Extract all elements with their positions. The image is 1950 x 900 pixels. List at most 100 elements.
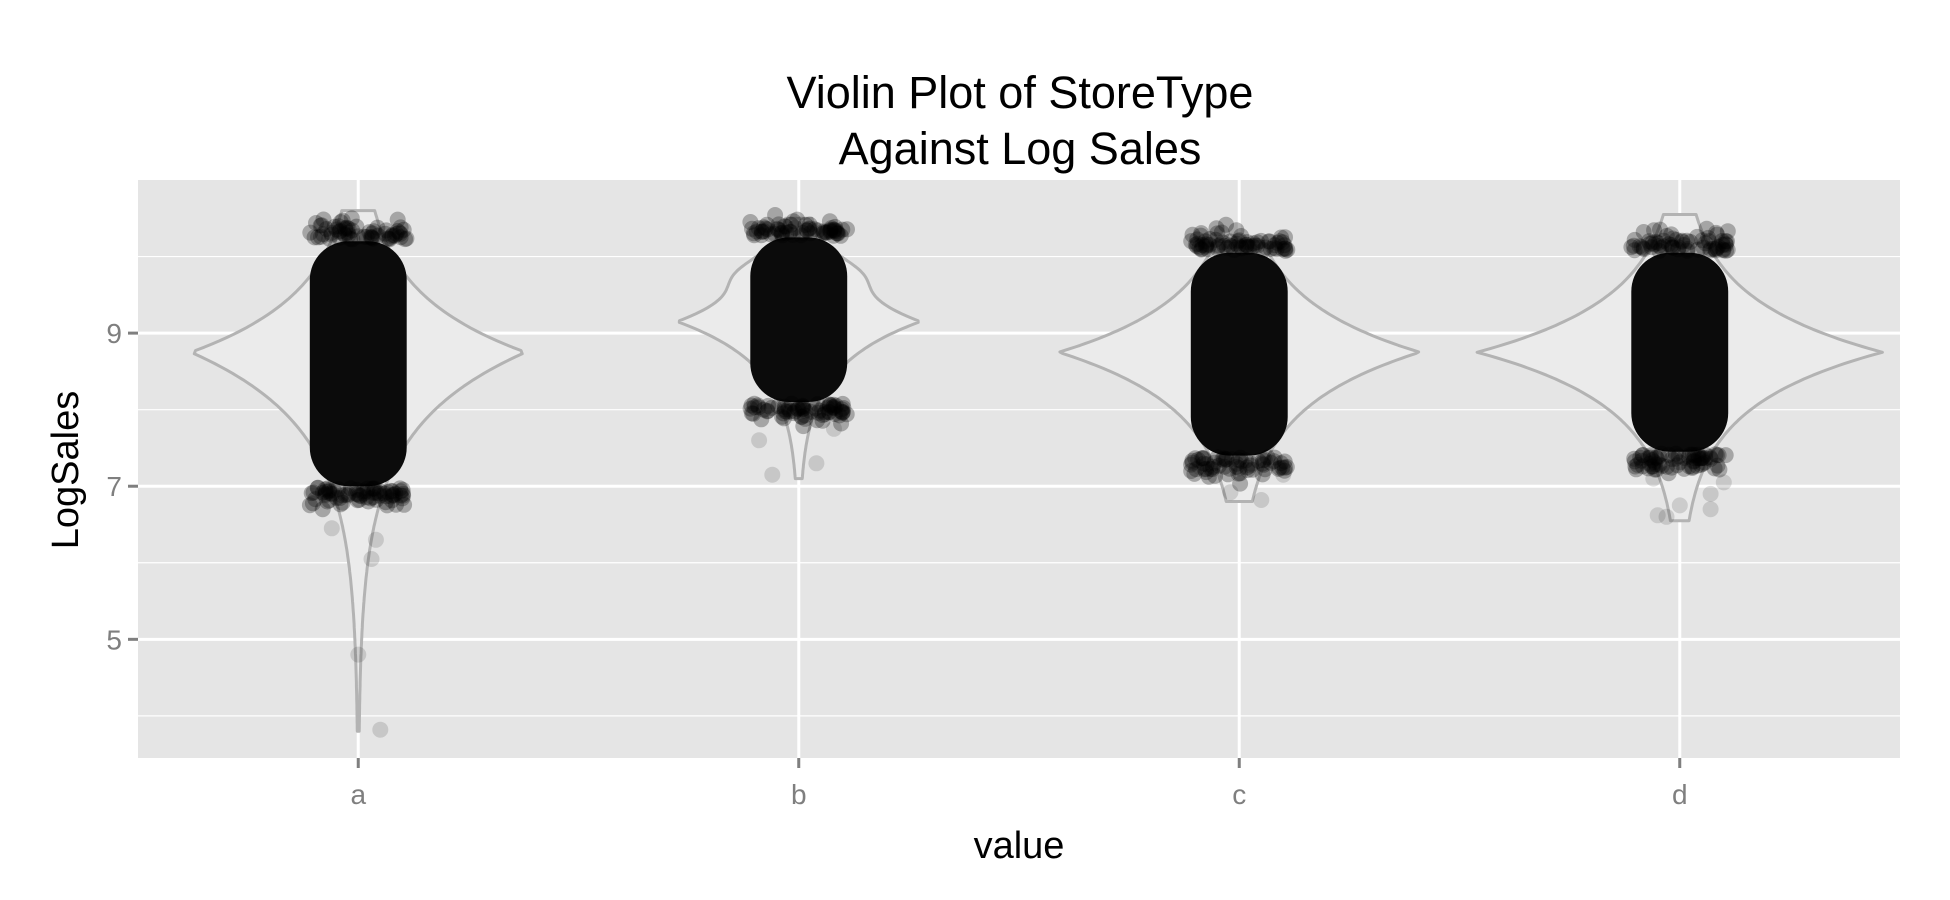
- point-d: [1640, 460, 1657, 477]
- point-c: [1214, 234, 1231, 251]
- point-b: [802, 403, 819, 420]
- point-c: [1266, 237, 1283, 254]
- point-d: [1646, 461, 1663, 478]
- point-c: [1260, 233, 1277, 250]
- point-d: [1648, 233, 1664, 250]
- point-b: [787, 219, 804, 236]
- point-b: [776, 218, 793, 235]
- point-d: [1652, 221, 1668, 238]
- point-a: [309, 479, 326, 496]
- point-b: [759, 403, 776, 420]
- point-c: [1239, 459, 1256, 476]
- point-a: [370, 227, 387, 244]
- point-c: [1233, 239, 1250, 256]
- point-c: [1233, 240, 1250, 257]
- point-d: [1640, 450, 1657, 466]
- point-c: [1218, 451, 1234, 468]
- point-a: [362, 229, 379, 246]
- point-c: [1277, 240, 1294, 257]
- point-b: [774, 408, 791, 425]
- x-tick-label-b: b: [791, 779, 807, 810]
- point-a: [388, 496, 404, 513]
- point-d: [1646, 236, 1663, 253]
- point-b: [771, 222, 788, 239]
- point-d: [1632, 449, 1649, 466]
- point-c: [1240, 238, 1256, 255]
- point-a: [340, 227, 357, 244]
- point-d: [1690, 446, 1707, 463]
- point-b: [798, 222, 815, 239]
- point-d: [1646, 222, 1663, 239]
- point-b: [755, 219, 772, 236]
- point-c: [1254, 455, 1271, 472]
- point-c: [1242, 457, 1259, 474]
- point-d: [1664, 239, 1681, 256]
- point-b: [793, 408, 810, 425]
- point-a: [351, 491, 368, 508]
- point-d: [1702, 241, 1719, 257]
- point-a: [352, 487, 369, 504]
- point-d: [1643, 458, 1660, 475]
- point-b: [743, 397, 760, 414]
- outlier-point-c: [1275, 466, 1292, 483]
- point-d: [1670, 239, 1687, 256]
- point-d: [1709, 240, 1725, 257]
- outlier-point-c: [1253, 492, 1270, 508]
- point-c: [1271, 233, 1288, 250]
- point-b: [782, 403, 799, 420]
- point-c: [1244, 238, 1261, 255]
- point-a: [365, 489, 382, 506]
- point-d: [1679, 242, 1696, 259]
- point-d: [1718, 236, 1734, 253]
- point-a: [395, 487, 412, 504]
- point-b: [784, 227, 801, 243]
- point-a: [334, 212, 351, 229]
- point-d: [1694, 450, 1710, 467]
- point-b: [746, 227, 763, 244]
- point-a: [371, 485, 388, 502]
- point-a: [323, 226, 340, 243]
- point-b: [825, 227, 842, 244]
- point-b: [794, 225, 811, 241]
- point-d: [1707, 242, 1724, 259]
- point-b: [825, 396, 842, 413]
- point-b: [839, 221, 855, 238]
- point-c: [1255, 242, 1272, 259]
- point-b: [786, 403, 803, 420]
- point-a: [376, 485, 393, 502]
- point-d: [1710, 447, 1727, 464]
- point-c: [1195, 450, 1212, 466]
- point-c: [1228, 458, 1245, 475]
- point-a: [381, 230, 398, 247]
- point-b: [815, 223, 832, 240]
- point-b: [796, 407, 813, 424]
- point-a: [358, 228, 375, 245]
- point-b: [797, 402, 814, 419]
- point-c: [1224, 451, 1241, 468]
- point-b: [806, 221, 823, 238]
- point-b: [819, 399, 836, 416]
- point-d: [1679, 241, 1696, 257]
- point-d: [1674, 232, 1691, 249]
- point-a: [307, 491, 324, 508]
- point-c: [1233, 228, 1250, 244]
- point-c: [1277, 229, 1293, 246]
- x-tick-label-d: d: [1672, 779, 1688, 810]
- point-c: [1192, 227, 1209, 244]
- point-b: [750, 220, 767, 237]
- point-b: [822, 221, 839, 238]
- point-c: [1184, 226, 1201, 243]
- point-b: [789, 400, 806, 417]
- point-c: [1184, 454, 1201, 471]
- point-b: [834, 404, 851, 421]
- point-a: [306, 229, 323, 246]
- point-d: [1708, 447, 1725, 464]
- point-b: [783, 216, 799, 233]
- point-a: [383, 488, 400, 505]
- point-d: [1664, 239, 1681, 256]
- point-d: [1679, 232, 1695, 249]
- point-d: [1653, 445, 1670, 462]
- point-d: [1670, 241, 1686, 258]
- point-a: [337, 220, 354, 236]
- point-d: [1694, 455, 1711, 472]
